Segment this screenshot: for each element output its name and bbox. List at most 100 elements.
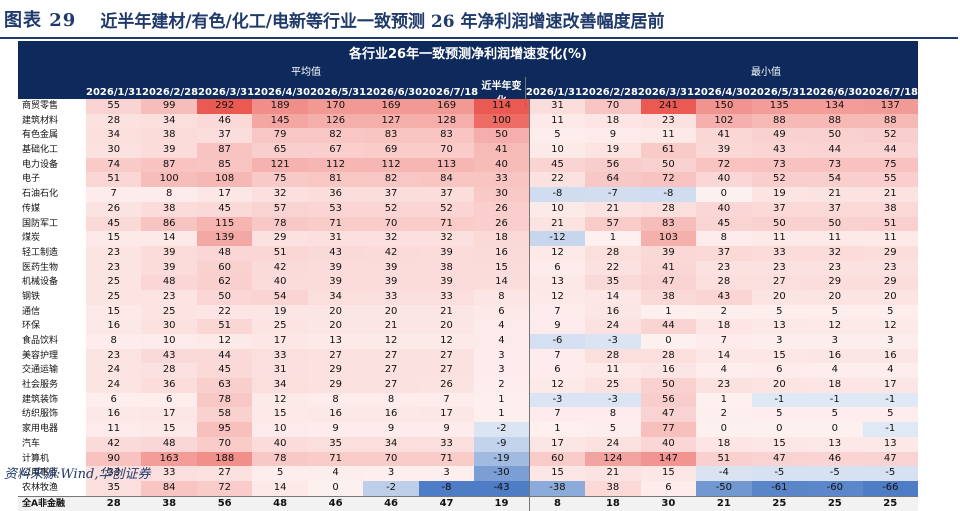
value-cell: 78 [252,451,308,467]
value-cell: 10 [529,201,586,217]
value-cell: 32 [807,245,863,261]
group-min-label: 最小值 [751,67,781,78]
value-cell: 2 [696,304,752,320]
value-cell: 37 [807,201,863,217]
value-cell: 39 [418,245,475,261]
value-cell: 36 [307,187,364,202]
value-cell: 5 [585,422,641,437]
figure-title-bar: 图表 29 近半年建材/有色/化工/电新等行业一致预测 26 年净利润增速改善幅… [0,0,960,38]
value-cell: 12 [252,392,308,408]
value-cell: 15 [751,348,808,364]
value-cell: -3 [529,392,586,408]
value-cell: 27 [751,275,808,290]
value-cell: 7 [529,407,586,423]
industry-name: 商贸零售 [22,101,59,111]
industry-name: 有色金属 [22,130,59,141]
value-cell: 2 [696,407,752,423]
value-cell: -6 [529,334,586,349]
value-cell: -8 [529,187,586,202]
value-cell: 33 [252,348,308,364]
value-cell: 0 [751,422,808,437]
value-cell: 8 [474,289,530,305]
value-cell: 15 [529,466,586,481]
value-cell: 46 [196,113,253,129]
industry-name: 钢铁 [22,291,41,302]
value-cell: 4 [307,466,364,481]
value-cell: 13 [307,334,364,349]
value-cell: 90 [86,451,142,467]
industry-name: 建筑材料 [22,115,59,126]
value-cell: 95 [196,422,253,437]
value-cell: 64 [585,172,641,188]
value-cell: 25 [86,275,142,290]
column-header: 2026/7/18 [422,86,479,98]
value-cell: 20 [862,289,918,305]
value-cell: 8 [696,231,752,246]
total-value-cell: 25 [751,495,808,511]
value-cell: 83 [363,128,419,144]
value-cell: 49 [751,128,808,144]
value-cell: 50 [751,216,808,232]
value-cell: 45 [196,201,253,217]
value-cell: 21 [529,216,586,232]
value-cell: 13 [529,275,586,290]
value-cell: 39 [141,245,197,261]
industry-name: 通信 [22,306,41,317]
value-cell: 0 [307,480,364,496]
value-cell: 72 [696,157,752,173]
value-cell: 27 [196,466,253,481]
total-value-cell: 19 [474,495,530,511]
value-cell: 45 [196,363,253,379]
industry-name: 电子 [22,174,41,185]
value-cell: 54 [252,289,308,305]
value-cell: 7 [86,187,142,202]
value-cell: 9 [418,422,475,437]
value-cell: 6 [640,480,697,496]
value-cell: 83 [640,216,697,232]
value-cell: 52 [363,201,419,217]
value-cell: 25 [252,319,308,334]
value-cell: 15 [751,436,808,452]
value-cell: 57 [252,201,308,217]
value-cell: 71 [418,216,475,232]
total-value-cell: 30 [640,495,697,511]
value-cell: 16 [363,407,419,423]
value-cell: 31 [252,363,308,379]
value-cell: 79 [252,128,308,144]
value-cell: 6 [141,392,197,408]
value-cell: -5 [751,466,808,481]
value-cell: 38 [141,128,197,144]
industry-name: 轻工制造 [22,247,59,258]
industry-name: 石油石化 [22,189,59,200]
value-cell: 72 [640,172,697,188]
value-cell: 3 [807,334,863,349]
value-cell: 100 [474,113,530,129]
industry-name: 食品饮料 [22,336,59,346]
value-cell: 9 [363,422,419,437]
value-cell: 51 [196,319,253,334]
value-cell: 16 [86,319,142,334]
total-value-cell: 56 [196,495,253,511]
column-header: 2026/4/30 [254,86,311,98]
value-cell: 38 [418,260,475,276]
value-cell: 61 [640,143,697,158]
value-cell: 34 [363,436,419,452]
value-cell: 5 [751,304,808,320]
table-caption: 各行业26年一致预测净利润增速变化(%) [18,41,918,63]
value-cell: 47 [640,275,697,290]
value-cell: 71 [307,216,364,232]
value-cell: 108 [196,172,253,188]
value-cell: 11 [529,113,586,129]
value-cell: 3 [363,466,419,481]
total-value-cell: 38 [141,495,197,511]
figure-label: 图表 29 [4,10,77,31]
value-cell: 23 [696,378,752,393]
value-cell: 15 [640,466,697,481]
value-cell: 9 [307,422,364,437]
value-cell: 51 [696,451,752,467]
value-cell: -1 [862,422,918,437]
industry-name: 美容护理 [22,350,59,361]
value-cell: 1 [529,422,586,437]
value-cell: 23 [696,260,752,276]
value-cell: -19 [474,451,530,467]
